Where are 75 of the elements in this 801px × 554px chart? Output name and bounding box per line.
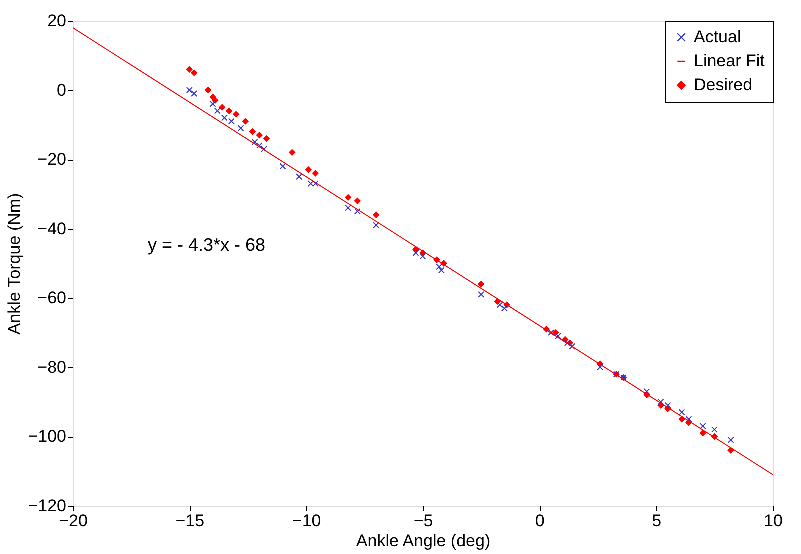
point [312,170,319,177]
point [233,111,240,118]
point [210,100,216,108]
point [478,281,485,288]
annotation: y = - 4.3*x - 68 [148,235,266,255]
point [678,416,686,423]
y-tick-label: −40 [38,219,66,238]
point [373,212,380,218]
point [438,267,445,274]
point [219,104,226,111]
y-tick-label: −60 [38,288,66,308]
point [728,447,734,454]
point [256,132,263,139]
point [569,343,576,350]
point [354,198,361,204]
point [296,174,303,180]
point [205,87,212,94]
point [345,204,352,212]
point [289,149,296,156]
point [280,163,286,170]
point [221,114,228,122]
point [412,250,420,256]
point [711,426,718,434]
point [210,94,216,100]
point [263,136,270,142]
x-tick-label: 0 [535,512,545,530]
point [186,87,193,94]
point [420,253,426,260]
y-axis-title: Ankle Torque (Nm) [5,193,24,335]
point [305,166,312,174]
y-tick-label: −80 [38,358,66,377]
point [597,364,604,371]
point [191,70,198,76]
legend-label: Actual [694,28,742,46]
y-tick-label: 0 [57,80,66,100]
point [664,402,672,409]
legend-label: Desired [694,76,753,94]
point [436,264,443,270]
point [496,302,504,308]
point [249,128,256,136]
point [252,139,258,146]
y-tick-label: 20 [48,12,66,30]
point [728,436,734,444]
point [700,430,706,436]
legend-label: Linear Fit [694,52,766,70]
point [678,409,686,416]
point [186,66,193,73]
point [214,108,221,114]
point [242,118,249,125]
point [345,194,352,201]
point [700,423,706,430]
y-tick-label: −20 [38,150,66,170]
point [501,305,508,312]
x-tick-label: −5 [414,512,434,530]
point [555,333,562,340]
point [548,330,555,336]
x-tick-label: −15 [176,512,205,530]
point [354,208,361,215]
point [686,416,692,423]
point [226,108,233,114]
point [658,398,664,406]
x-axis-title: Ankle Angle (deg) [356,532,491,550]
y-tick-label: −100 [28,427,66,446]
x-tick-label: 5 [652,512,662,530]
point [261,146,268,152]
x-tick-label: 10 [764,512,783,530]
point [238,125,244,132]
point [564,340,571,346]
point [644,388,650,395]
point [228,118,235,125]
point [373,222,380,229]
point [256,142,263,149]
point [478,291,485,298]
point [191,90,198,97]
x-tick-label: −10 [292,512,322,530]
